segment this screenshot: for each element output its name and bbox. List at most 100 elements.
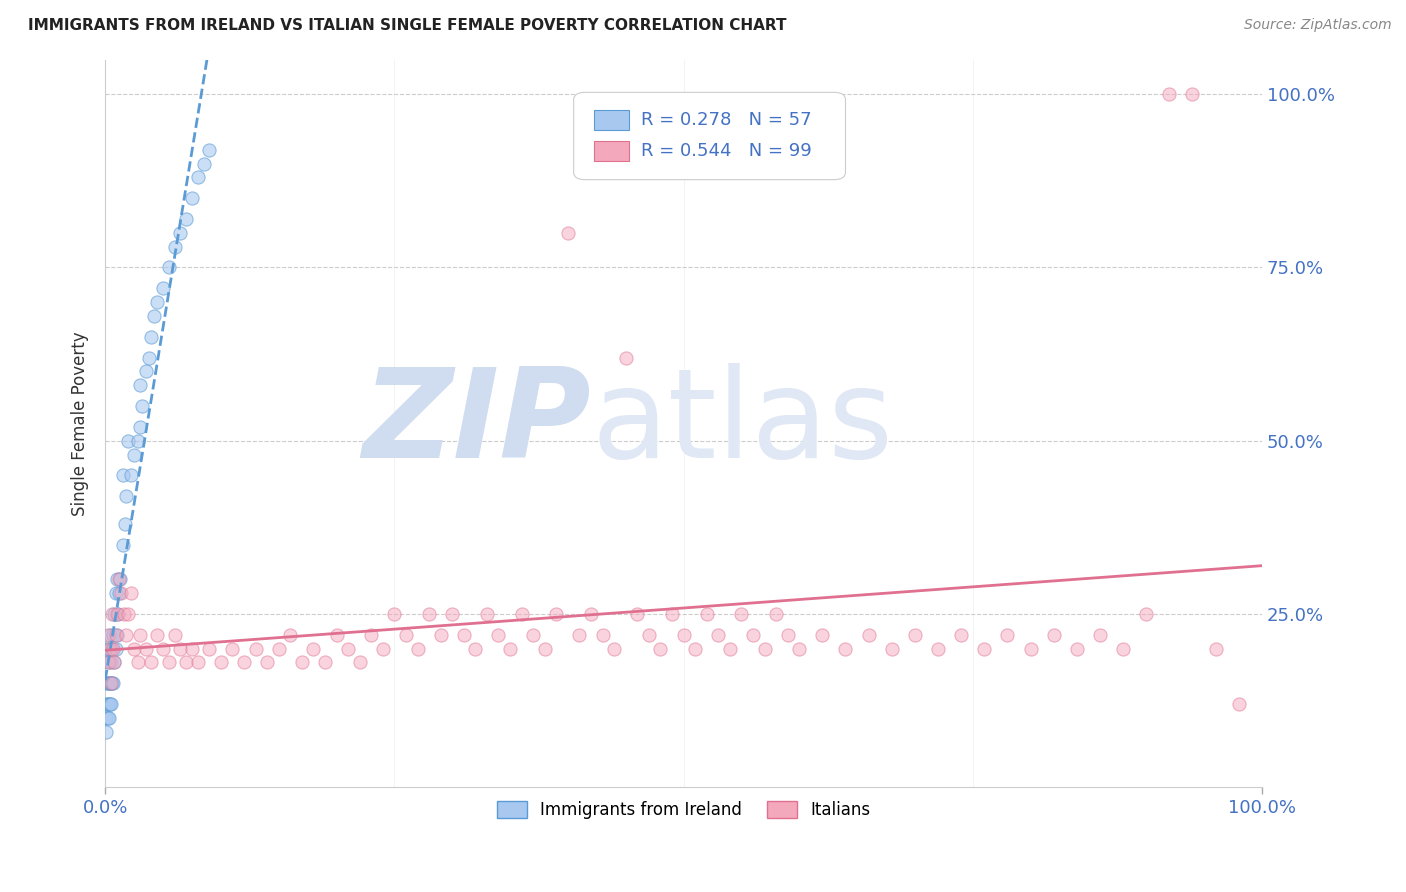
Point [97, 656, 120, 670]
Point [157, 656, 180, 670]
Point [546, 607, 568, 621]
Point [650, 641, 672, 656]
Point [1135, 607, 1157, 621]
Point [834, 641, 856, 656]
Point [104, 628, 127, 642]
Point [672, 628, 695, 642]
Point [209, 656, 232, 670]
Point [522, 628, 544, 642]
Point [141, 330, 163, 344]
Legend: Immigrants from Ireland, Italians: Immigrants from Ireland, Italians [491, 795, 877, 826]
Point [730, 607, 752, 621]
Point [96, 711, 118, 725]
Text: atlas: atlas [591, 363, 893, 483]
Point [464, 641, 486, 656]
Point [418, 607, 440, 621]
Point [187, 170, 209, 185]
Point [100, 676, 122, 690]
Point [169, 226, 191, 240]
Point [101, 641, 124, 656]
Point [278, 628, 301, 642]
Point [221, 641, 243, 656]
Point [103, 676, 125, 690]
Point [163, 240, 186, 254]
Point [742, 628, 765, 642]
Point [233, 656, 256, 670]
Point [107, 607, 129, 621]
Point [267, 641, 290, 656]
Point [100, 697, 122, 711]
Point [754, 641, 776, 656]
Point [105, 628, 128, 642]
Point [453, 628, 475, 642]
Point [98, 641, 121, 656]
Point [1205, 641, 1227, 656]
Point [97, 697, 120, 711]
Point [441, 607, 464, 621]
Point [384, 607, 406, 621]
Point [533, 641, 555, 656]
Point [108, 572, 131, 586]
Point [100, 656, 122, 670]
Point [101, 676, 124, 690]
Text: R = 0.544   N = 99: R = 0.544 N = 99 [641, 142, 811, 161]
Point [163, 628, 186, 642]
Point [138, 351, 160, 365]
Point [96, 697, 118, 711]
Point [115, 489, 138, 503]
Bar [595, 110, 630, 130]
Point [325, 628, 347, 642]
Point [661, 607, 683, 621]
Point [1042, 628, 1064, 642]
Point [141, 656, 163, 670]
Point [98, 697, 121, 711]
Point [142, 309, 165, 323]
Point [927, 641, 949, 656]
Point [131, 399, 153, 413]
Point [96, 628, 118, 642]
Point [103, 656, 125, 670]
Point [198, 641, 221, 656]
Point [568, 628, 591, 642]
Point [100, 676, 122, 690]
Point [96, 724, 118, 739]
Point [120, 586, 142, 600]
Point [157, 260, 180, 275]
Point [108, 586, 131, 600]
Point [174, 211, 197, 226]
Point [101, 607, 124, 621]
Point [557, 226, 579, 240]
Point [603, 641, 626, 656]
Point [696, 607, 718, 621]
Point [110, 586, 132, 600]
Point [406, 641, 429, 656]
Point [129, 420, 152, 434]
Point [146, 628, 169, 642]
Point [105, 572, 128, 586]
Point [114, 516, 136, 531]
Point [181, 191, 204, 205]
Point [371, 641, 394, 656]
Point [302, 641, 325, 656]
Point [198, 143, 221, 157]
Point [96, 711, 118, 725]
Point [181, 641, 204, 656]
Point [152, 281, 174, 295]
Point [97, 641, 120, 656]
Point [111, 538, 134, 552]
Point [103, 641, 125, 656]
Point [97, 676, 120, 690]
Point [127, 656, 149, 670]
Point [174, 656, 197, 670]
Point [193, 156, 215, 170]
Text: ZIP: ZIP [363, 363, 591, 483]
Text: Source: ZipAtlas.com: Source: ZipAtlas.com [1244, 18, 1392, 32]
Text: IMMIGRANTS FROM IRELAND VS ITALIAN SINGLE FEMALE POVERTY CORRELATION CHART: IMMIGRANTS FROM IRELAND VS ITALIAN SINGL… [28, 18, 786, 33]
Point [360, 628, 382, 642]
Point [110, 572, 132, 586]
Point [429, 628, 451, 642]
Point [111, 468, 134, 483]
Point [152, 641, 174, 656]
Point [96, 676, 118, 690]
Point [488, 628, 510, 642]
